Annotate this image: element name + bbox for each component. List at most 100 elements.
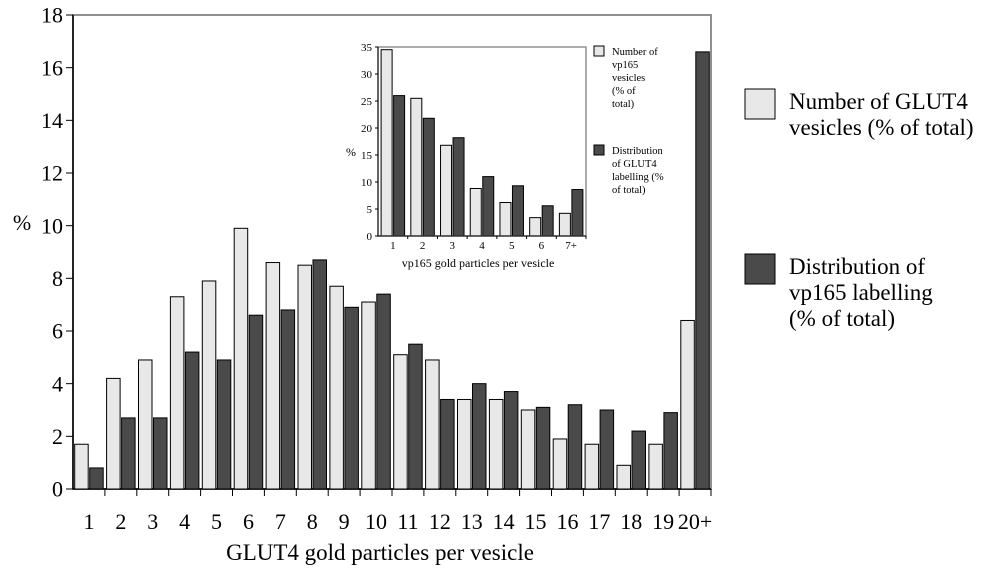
main-bar-dark xyxy=(535,406,551,490)
main-bar-light xyxy=(648,443,663,490)
main-legend-label: vesicles (% of total) xyxy=(789,115,974,140)
inset-bar-light xyxy=(499,202,512,237)
main-x-tick-label: 11 xyxy=(397,509,418,534)
main-legend-swatch xyxy=(744,88,776,120)
main-x-tick-label: 15 xyxy=(525,509,547,534)
main-x-tick-label: 10 xyxy=(365,509,387,534)
inset-y-tick-label: 0 xyxy=(367,231,373,243)
inset-x-tick-label: 6 xyxy=(539,240,545,252)
inset-legend-label: vesicles xyxy=(612,73,645,84)
main-bar-dark xyxy=(312,259,327,490)
main-bar-light xyxy=(361,301,376,490)
main-legend-label: vp165 labelling xyxy=(789,280,933,305)
main-bar-light xyxy=(552,438,568,490)
inset-bar-light xyxy=(410,97,423,237)
main-bar-dark xyxy=(216,359,232,490)
main-x-tick-label: 13 xyxy=(461,509,483,534)
main-y-tick-label: 6 xyxy=(52,319,63,344)
inset-bar-light xyxy=(469,187,482,237)
main-x-tick-label: 9 xyxy=(339,509,350,534)
main-bar-dark xyxy=(472,383,487,490)
main-bar-light xyxy=(457,398,472,490)
main-bar-dark xyxy=(695,51,710,490)
inset-legend-label: total) xyxy=(612,99,635,110)
main-x-tick-label: 2 xyxy=(115,509,126,534)
inset-y-tick-label: 10 xyxy=(361,177,373,189)
main-bar-light xyxy=(680,319,695,490)
inset-y-tick-label: 30 xyxy=(361,69,373,81)
main-x-tick-label: 8 xyxy=(307,509,318,534)
inset-x-tick-label: 5 xyxy=(509,240,515,252)
inset-x-tick-label: 1 xyxy=(390,240,396,252)
main-bar-dark xyxy=(153,417,168,490)
main-x-tick-label: 20+ xyxy=(678,509,712,534)
main-bar-light xyxy=(106,377,121,490)
main-y-axis-label: % xyxy=(13,210,31,235)
inset-x-tick-label: 3 xyxy=(450,240,456,252)
main-bar-dark xyxy=(599,409,615,490)
inset-legend-label: vp165 xyxy=(612,60,638,71)
inset-x-tick-label: 4 xyxy=(479,240,485,252)
inset-bar-dark xyxy=(422,117,435,237)
main-bar-dark xyxy=(184,351,200,490)
main-bar-dark xyxy=(121,417,136,490)
main-x-tick-label: 5 xyxy=(211,509,222,534)
inset-legend-label: of total) xyxy=(612,185,646,196)
main-bar-dark xyxy=(408,343,423,490)
main-bar-light xyxy=(74,443,89,490)
main-bar-light xyxy=(297,264,312,490)
main-legend-label: Number of GLUT4 xyxy=(789,89,968,114)
main-y-tick-label: 2 xyxy=(52,424,63,449)
main-bar-light xyxy=(201,280,217,490)
main-bar-dark xyxy=(280,309,296,490)
inset-y-tick-label: 15 xyxy=(361,150,373,162)
main-y-tick-label: 4 xyxy=(52,371,63,396)
inset-x-axis-label: vp165 gold particles per vesicle xyxy=(402,256,555,270)
inset-bar-dark xyxy=(511,185,524,237)
main-y-tick-label: 18 xyxy=(41,3,63,28)
main-legend-label: Distribution of xyxy=(789,254,925,279)
main-bar-light xyxy=(584,443,600,490)
main-bar-dark xyxy=(503,391,519,490)
inset-legend-label: (% of xyxy=(612,86,636,97)
main-bar-dark xyxy=(567,404,583,490)
main-bar-light xyxy=(425,359,440,490)
main-y-tick-label: 12 xyxy=(41,161,63,186)
inset-bar-light xyxy=(380,49,393,237)
inset-legend-label: Number of xyxy=(612,47,658,58)
inset-bar-dark xyxy=(482,176,495,237)
main-x-tick-label: 14 xyxy=(493,509,515,534)
main-bar-dark xyxy=(344,306,359,490)
inset-legend-label: labelling (% xyxy=(612,172,664,183)
main-legend-label: (% of total) xyxy=(789,306,895,331)
inset-x-tick-label: 7+ xyxy=(565,240,577,252)
inset-bar-dark xyxy=(393,95,406,237)
main-bar-dark xyxy=(89,467,104,490)
inset-legend-swatch xyxy=(593,45,605,57)
main-x-tick-label: 6 xyxy=(243,509,254,534)
main-bar-dark xyxy=(248,314,264,490)
inset-bar-dark xyxy=(452,137,465,237)
main-bar-light xyxy=(488,398,504,490)
main-bar-light xyxy=(616,464,631,490)
main-x-tick-label: 7 xyxy=(275,509,286,534)
inset-bar-light xyxy=(529,217,542,237)
main-y-tick-label: 0 xyxy=(52,477,63,502)
inset-legend-label: of GLUT4 xyxy=(612,159,657,170)
main-x-tick-label: 16 xyxy=(556,509,578,534)
main-bar-dark xyxy=(376,293,391,490)
main-y-tick-label: 10 xyxy=(41,213,63,238)
inset-y-tick-label: 5 xyxy=(367,204,373,216)
main-x-tick-label: 1 xyxy=(83,509,94,534)
main-bar-dark xyxy=(631,430,646,490)
main-bar-dark xyxy=(440,398,455,490)
inset-y-tick-label: 35 xyxy=(361,42,373,54)
inset-bar-light xyxy=(558,212,571,237)
main-bar-dark xyxy=(663,412,678,490)
main-y-tick-label: 14 xyxy=(41,108,63,133)
main-bar-light xyxy=(138,359,153,490)
main-bar-light xyxy=(329,285,344,490)
main-x-axis-label: GLUT4 gold particles per vesicle xyxy=(226,540,534,565)
inset-bar-dark xyxy=(541,205,554,237)
main-x-tick-label: 4 xyxy=(179,509,190,534)
